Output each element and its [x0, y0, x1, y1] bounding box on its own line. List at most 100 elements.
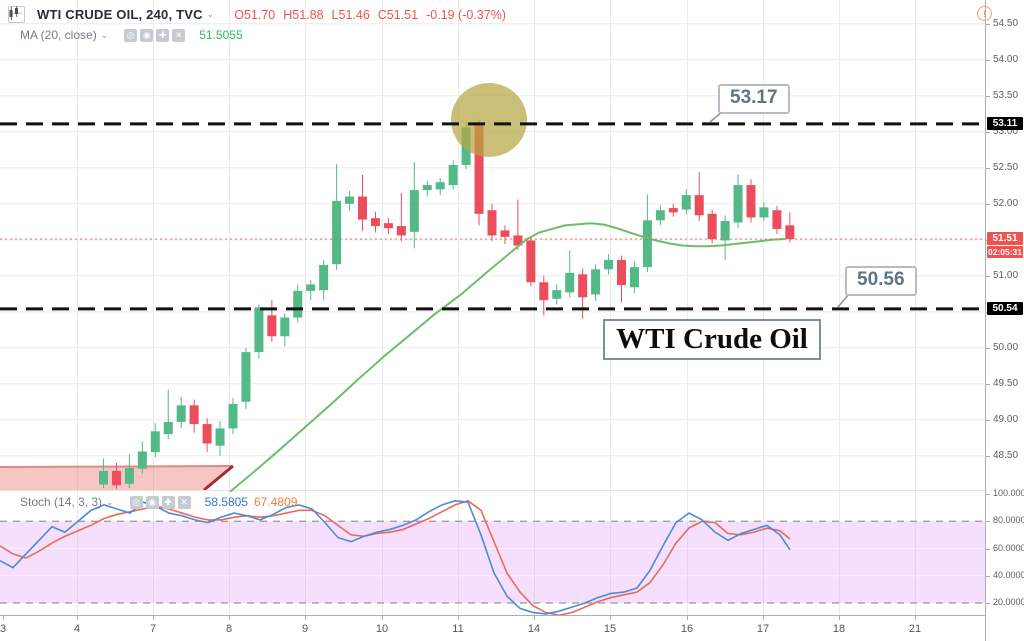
candle	[189, 399, 199, 433]
support-price-callout[interactable]: 50.56	[845, 266, 917, 296]
candle	[228, 398, 238, 435]
eye-icon[interactable]: ◎	[124, 28, 138, 42]
candle	[409, 162, 419, 249]
candle	[604, 254, 614, 275]
stoch-d-value: 67.4809	[253, 495, 298, 509]
settings-icon[interactable]: ◉	[140, 28, 154, 42]
price-tick-label: 49.00	[985, 413, 1019, 425]
time-tick-label: 10	[375, 623, 389, 635]
close-icon[interactable]: ✕	[172, 28, 186, 42]
time-tick-mark	[382, 616, 383, 620]
stoch-tick-label: 60.0000	[986, 542, 1024, 553]
time-tick-mark	[839, 616, 840, 620]
price-axis[interactable]: 54.5054.0053.5053.0052.5052.0051.5051.00…	[985, 0, 1024, 641]
candle	[319, 259, 329, 301]
close-icon[interactable]: ✕	[177, 495, 191, 509]
candle	[565, 250, 575, 298]
time-tick-mark	[458, 616, 459, 620]
time-tick-mark	[153, 616, 154, 620]
candle	[746, 179, 756, 223]
candle	[370, 211, 380, 233]
time-tick-mark	[915, 616, 916, 620]
warning-icon[interactable]: !	[977, 6, 992, 21]
add-icon[interactable]: ✚	[156, 28, 170, 42]
candle	[733, 174, 743, 229]
candle	[280, 313, 290, 347]
open-value: O51.70	[234, 7, 276, 22]
price-tick-label: 54.50	[985, 17, 1019, 29]
chevron-down-icon[interactable]: ⌄	[206, 9, 215, 19]
time-tick-mark	[77, 616, 78, 620]
eye-icon[interactable]: ◎	[129, 495, 143, 509]
countdown-timer: 02:05:31	[987, 246, 1023, 259]
chart-text-label[interactable]: WTI Crude Oil	[603, 319, 821, 360]
stoch-tick-label: 100.0000	[986, 488, 1024, 498]
candle	[215, 421, 225, 456]
last-price-tag: 51.51	[987, 232, 1023, 246]
candle	[396, 192, 406, 242]
candle	[681, 189, 691, 215]
price-tick-label: 50.00	[985, 341, 1019, 353]
settings-icon[interactable]: ◉	[145, 495, 159, 509]
candle	[591, 264, 601, 301]
time-tick-label: 7	[149, 623, 157, 635]
resistance-price-tag: 53.11	[987, 116, 1023, 130]
price-tick-label: 54.00	[985, 53, 1019, 65]
candle	[707, 209, 717, 244]
symbol-title[interactable]: WTI CRUDE OIL, 240, TVC	[37, 7, 203, 22]
symbol-legend-row: — WTI CRUDE OIL, 240, TVC ⌄ O51.70 H51.8…	[8, 6, 506, 23]
candle	[435, 177, 445, 196]
stoch-tick-label: 80.0000	[986, 515, 1024, 526]
candle	[513, 199, 523, 250]
time-tick-mark	[610, 616, 611, 620]
ma-label[interactable]: MA (20, close)	[20, 28, 97, 42]
resistance-price-callout[interactable]: 53.17	[718, 84, 790, 114]
stoch-label[interactable]: Stoch (14, 3, 3)	[20, 495, 103, 509]
time-tick-mark	[687, 616, 688, 620]
candle	[163, 389, 173, 440]
candle	[99, 458, 108, 489]
time-tick-label: 11	[452, 623, 464, 635]
stoch-k-line	[0, 499, 791, 615]
time-tick-label: 15	[603, 623, 617, 635]
candle	[306, 280, 316, 301]
time-tick-mark	[534, 616, 535, 620]
candle	[358, 174, 367, 232]
candle	[137, 441, 147, 474]
price-tick-label: 49.50	[985, 377, 1019, 389]
candle	[487, 203, 497, 242]
candle	[526, 236, 536, 287]
change-value: -0.19 (-0.37%)	[426, 7, 506, 22]
price-tick-label: 53.50	[985, 89, 1019, 101]
chevron-down-icon[interactable]: ⌄	[100, 29, 109, 40]
time-tick-mark	[229, 616, 230, 620]
stoch-tick-label: 20.0000	[986, 597, 1024, 607]
candle	[332, 164, 342, 270]
red-zone-diagonal	[203, 464, 234, 492]
candle	[617, 255, 626, 303]
price-tick-label: 53.00	[985, 125, 1019, 137]
time-tick-mark	[763, 616, 764, 620]
stoch-tick-label: 40.0000	[986, 569, 1024, 580]
time-tick-label: 17	[756, 623, 770, 635]
time-tick-mark	[305, 616, 306, 620]
candle	[578, 268, 588, 319]
candle	[629, 261, 639, 294]
candle	[655, 205, 665, 226]
candle	[720, 215, 730, 260]
candle	[539, 275, 549, 316]
time-axis[interactable]: 3 4 7 8 9 10 11 14 15 16 17 18 21	[0, 615, 1024, 641]
price-tick-label: 48.50	[985, 449, 1019, 461]
highlight-circle	[451, 83, 527, 157]
chevron-down-icon[interactable]: ⌄	[106, 496, 114, 507]
candlestick-series	[99, 119, 795, 489]
stoch-k-value: 58.5805	[204, 495, 248, 509]
candle	[383, 218, 393, 234]
stoch-band	[0, 521, 985, 603]
candle	[345, 190, 355, 211]
ma-legend-row: MA (20, close) ⌄ ◎ ◉ ✚ ✕ 51.5055	[20, 28, 243, 42]
candle	[267, 300, 277, 342]
price-tick-label: 52.50	[985, 161, 1019, 173]
ma20-line	[229, 222, 786, 493]
add-icon[interactable]: ✚	[161, 495, 175, 509]
